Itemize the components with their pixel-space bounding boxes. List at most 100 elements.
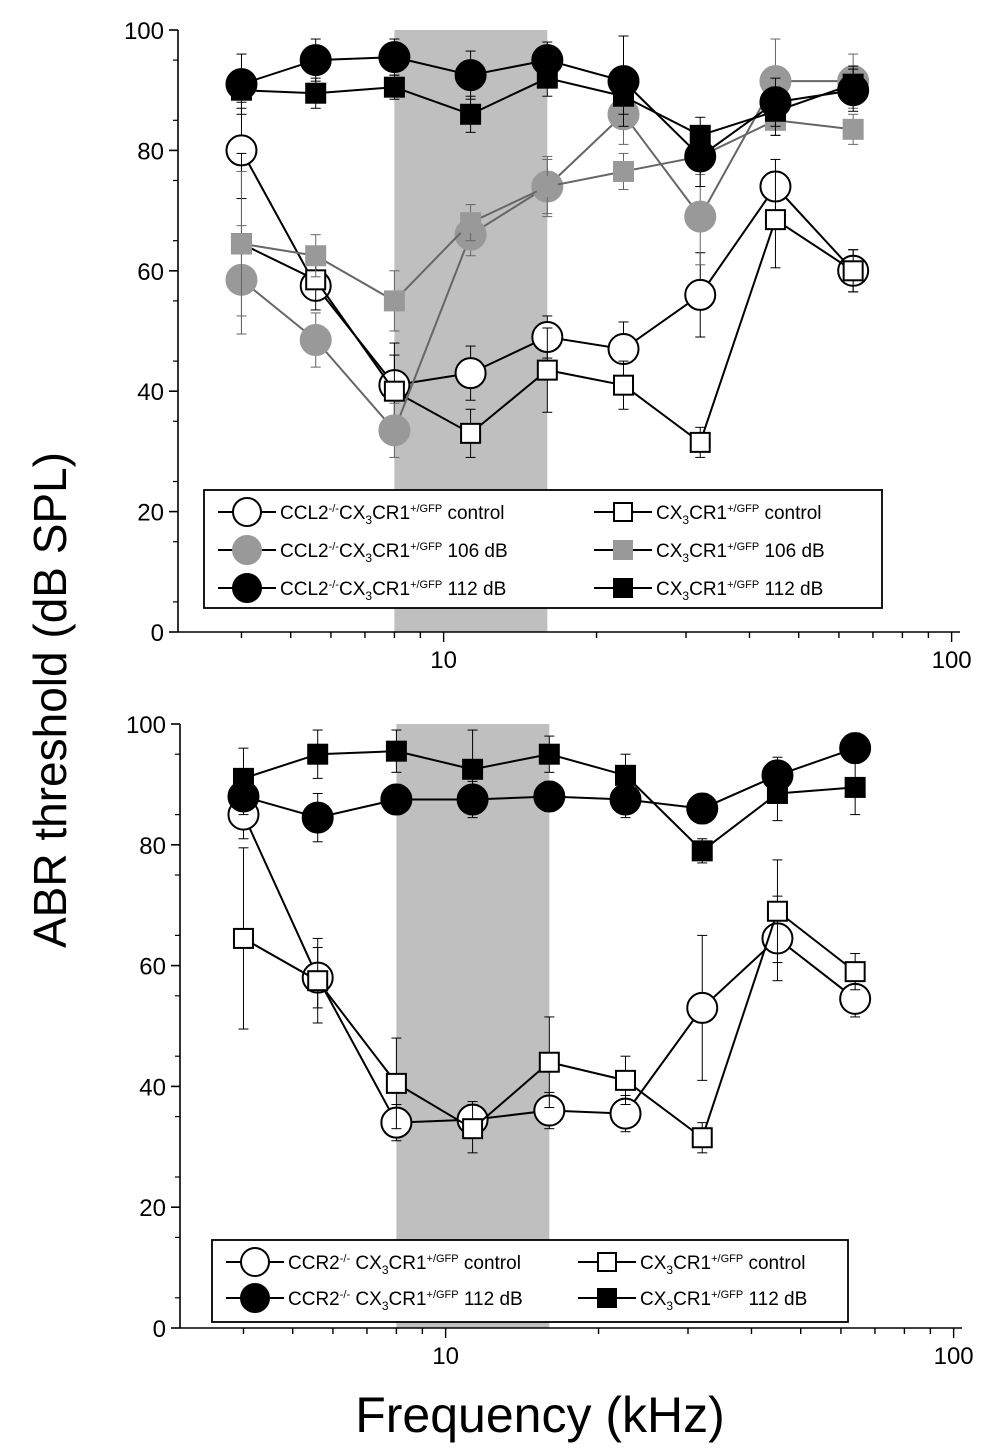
legend-label: CX3CR1+/GFP control xyxy=(656,503,822,527)
y-tick-label: 60 xyxy=(139,954,166,981)
y-tick-label: 100 xyxy=(124,18,164,45)
legend-marker xyxy=(240,1283,270,1313)
y-tick-label: 0 xyxy=(153,1316,166,1343)
data-point xyxy=(613,160,635,182)
data-point xyxy=(615,764,637,786)
legend-marker xyxy=(232,497,262,527)
series-1 xyxy=(230,152,864,458)
legend-label: CX3CR1+/GFP 106 dB xyxy=(656,541,825,565)
legend-item-0: CCL2-/-CX3CR1+/GFP control xyxy=(218,497,504,527)
legend-marker xyxy=(597,1288,617,1308)
legend-marker xyxy=(232,535,262,565)
data-point xyxy=(460,212,482,234)
y-tick-label: 60 xyxy=(137,259,164,286)
series-1 xyxy=(232,847,866,1154)
x-tick-label: 100 xyxy=(934,1343,974,1370)
data-point xyxy=(607,333,640,366)
data-point xyxy=(383,76,405,98)
data-point xyxy=(842,73,864,95)
legend-label: CX3CR1+/GFP control xyxy=(640,1253,806,1277)
legend-item-2: CCL2-/-CX3CR1+/GFP 106 dB xyxy=(218,535,508,565)
data-point xyxy=(383,380,405,402)
legend-item-0: CCR2-/- CX3CR1+/GFP control xyxy=(226,1247,521,1277)
data-point xyxy=(230,233,252,255)
legend-item-4: CCL2-/-CX3CR1+/GFP 112 dB xyxy=(218,573,506,603)
x-tick-label: 100 xyxy=(932,647,972,674)
series-5 xyxy=(230,59,864,154)
x-axis-title: Frequency (kHz) xyxy=(355,1387,725,1443)
data-point xyxy=(462,1118,484,1140)
x-tick-label: 10 xyxy=(430,647,457,674)
legend-box xyxy=(211,1239,849,1323)
y-tick-label: 20 xyxy=(139,1195,166,1222)
data-point xyxy=(299,44,332,77)
data-point xyxy=(684,200,717,233)
y-tick-label: 40 xyxy=(137,379,164,406)
legend-label: CCL2-/-CX3CR1+/GFP 106 dB xyxy=(280,541,508,565)
data-point xyxy=(538,1051,560,1073)
legend-item-1: CX3CR1+/GFP control xyxy=(594,502,822,527)
legend-marker xyxy=(613,578,633,598)
data-point xyxy=(536,176,558,198)
data-point xyxy=(689,124,711,146)
data-point xyxy=(460,103,482,125)
panel-top: 0 20 40 60 80 100 10 100 CCL2-/-CX3CR1+/GFP cont… xyxy=(124,18,972,674)
legend-label: CCR2-/- CX3CR1+/GFP 112 dB xyxy=(288,1289,523,1313)
y-tick-label: 80 xyxy=(137,138,164,165)
data-point xyxy=(842,118,864,140)
data-point xyxy=(844,961,866,983)
data-point xyxy=(230,79,252,101)
data-point xyxy=(766,900,788,922)
legend-item-2: CCR2-/- CX3CR1+/GFP 112 dB xyxy=(226,1283,523,1313)
y-axis-title: ABR threshold (dB SPL) xyxy=(24,452,76,948)
legend-marker xyxy=(613,540,633,560)
legend: CCL2-/-CX3CR1+/GFP control CX3CR1+/GFP co… xyxy=(203,489,883,609)
panel-bottom: 0 20 40 60 80 100 10 100 CCR2-/- CX3CR1+/GFP con… xyxy=(126,712,974,1370)
noise-band-shading xyxy=(396,724,550,1328)
legend-label: CCL2-/-CX3CR1+/GFP control xyxy=(280,503,504,527)
data-point xyxy=(385,1072,407,1094)
legend: CCR2-/- CX3CR1+/GFP control CX3CR1+/GFP c… xyxy=(211,1239,849,1323)
legend-marker xyxy=(613,502,633,522)
data-point xyxy=(385,740,407,762)
data-point xyxy=(538,743,560,765)
data-point xyxy=(533,780,566,813)
data-point xyxy=(380,783,413,816)
data-point xyxy=(301,801,334,834)
data-point xyxy=(686,991,719,1024)
data-point xyxy=(842,260,864,282)
data-point xyxy=(686,792,719,825)
data-point xyxy=(684,278,717,311)
legend-marker xyxy=(597,1252,617,1272)
legend-box xyxy=(203,489,883,609)
x-tick-label: 10 xyxy=(432,1343,459,1370)
data-point xyxy=(615,1069,637,1091)
legend-marker xyxy=(240,1247,270,1277)
y-tick-label: 100 xyxy=(126,712,166,739)
legend-label: CCL2-/-CX3CR1+/GFP 112 dB xyxy=(280,579,506,603)
legend-item-3: CX3CR1+/GFP 106 dB xyxy=(594,540,825,565)
legend-label: CX3CR1+/GFP 112 dB xyxy=(640,1289,807,1313)
data-point xyxy=(305,82,327,104)
y-tick-label: 0 xyxy=(151,620,164,647)
legend-label: CX3CR1+/GFP 112 dB xyxy=(656,579,823,603)
data-point xyxy=(307,970,329,992)
data-point xyxy=(764,100,786,122)
data-point xyxy=(454,357,487,390)
data-point xyxy=(613,85,635,107)
data-point xyxy=(536,67,558,89)
data-point xyxy=(454,59,487,92)
data-point xyxy=(839,732,872,765)
data-point xyxy=(307,743,329,765)
data-point xyxy=(691,840,713,862)
legend-item-1: CX3CR1+/GFP control xyxy=(578,1252,806,1277)
data-point xyxy=(613,374,635,396)
data-point xyxy=(460,422,482,444)
data-point xyxy=(844,776,866,798)
data-point xyxy=(232,767,254,789)
y-tick-label: 20 xyxy=(137,500,164,527)
series-3 xyxy=(232,729,866,864)
legend-item-5: CX3CR1+/GFP 112 dB xyxy=(594,578,823,603)
data-point xyxy=(299,324,332,357)
